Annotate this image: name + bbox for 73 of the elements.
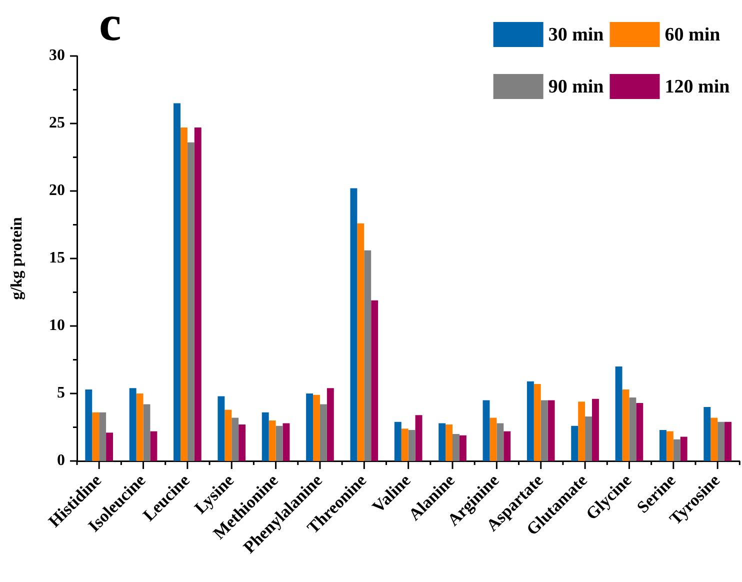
bar bbox=[615, 366, 622, 461]
bar bbox=[313, 394, 320, 461]
bar bbox=[143, 404, 150, 461]
bar bbox=[218, 396, 225, 461]
bar bbox=[136, 394, 144, 461]
bar bbox=[232, 418, 239, 461]
bar bbox=[482, 400, 490, 461]
y-tick-label: 30 bbox=[49, 47, 65, 64]
bar bbox=[394, 422, 402, 461]
bar bbox=[174, 103, 180, 461]
bar bbox=[438, 423, 446, 461]
bar bbox=[571, 426, 578, 461]
bar bbox=[585, 416, 592, 461]
bar bbox=[718, 422, 725, 461]
bar bbox=[92, 412, 100, 461]
bar bbox=[306, 394, 314, 461]
y-axis-title: g/kg protein bbox=[8, 216, 26, 300]
bar bbox=[659, 430, 666, 461]
bar bbox=[180, 128, 188, 461]
bar bbox=[401, 428, 408, 461]
bar bbox=[326, 388, 334, 461]
y-tick-label: 15 bbox=[49, 250, 65, 267]
bar bbox=[504, 431, 511, 461]
bar bbox=[578, 402, 586, 461]
bar bbox=[262, 412, 269, 461]
legend-label: 60 min bbox=[664, 24, 721, 46]
bar bbox=[106, 432, 114, 461]
bar bbox=[150, 431, 158, 461]
bar bbox=[592, 398, 599, 461]
bar bbox=[496, 423, 504, 461]
bar bbox=[85, 389, 92, 461]
legend-label: 120 min bbox=[664, 76, 730, 98]
bar bbox=[622, 389, 630, 461]
legend-label: 30 min bbox=[548, 24, 604, 46]
bar bbox=[490, 418, 497, 461]
bar bbox=[238, 424, 246, 461]
bar bbox=[276, 426, 283, 461]
y-tick-label: 20 bbox=[49, 182, 65, 200]
y-tick-label: 25 bbox=[49, 114, 65, 132]
legend-label: 90 min bbox=[548, 76, 604, 98]
bar bbox=[636, 402, 644, 461]
bar bbox=[704, 407, 711, 461]
bar bbox=[194, 128, 202, 461]
y-tick-label: 10 bbox=[49, 317, 65, 334]
bar bbox=[350, 188, 358, 461]
bar bbox=[320, 404, 327, 461]
bar bbox=[452, 434, 460, 461]
bar bbox=[540, 400, 548, 461]
bar bbox=[446, 424, 453, 461]
y-tick-label: 5 bbox=[57, 384, 65, 402]
bar bbox=[526, 381, 534, 461]
chart-title: c bbox=[99, 0, 122, 51]
bar bbox=[548, 400, 555, 461]
bar bbox=[408, 430, 416, 461]
bar bbox=[534, 384, 541, 461]
bar bbox=[99, 412, 106, 461]
bar bbox=[224, 410, 232, 461]
bar bbox=[673, 439, 680, 461]
bar bbox=[415, 415, 422, 461]
bar bbox=[364, 250, 372, 461]
bar bbox=[680, 436, 688, 461]
bar bbox=[268, 420, 276, 461]
bar bbox=[282, 423, 290, 461]
bar bbox=[629, 398, 636, 461]
bar bbox=[371, 300, 378, 461]
y-tick-label: 0 bbox=[57, 452, 65, 470]
bar bbox=[187, 142, 194, 461]
bar bbox=[724, 422, 732, 461]
bar bbox=[666, 431, 674, 461]
bar bbox=[710, 418, 718, 461]
bar bbox=[129, 388, 136, 461]
bar bbox=[459, 435, 466, 461]
bar bbox=[357, 223, 364, 461]
